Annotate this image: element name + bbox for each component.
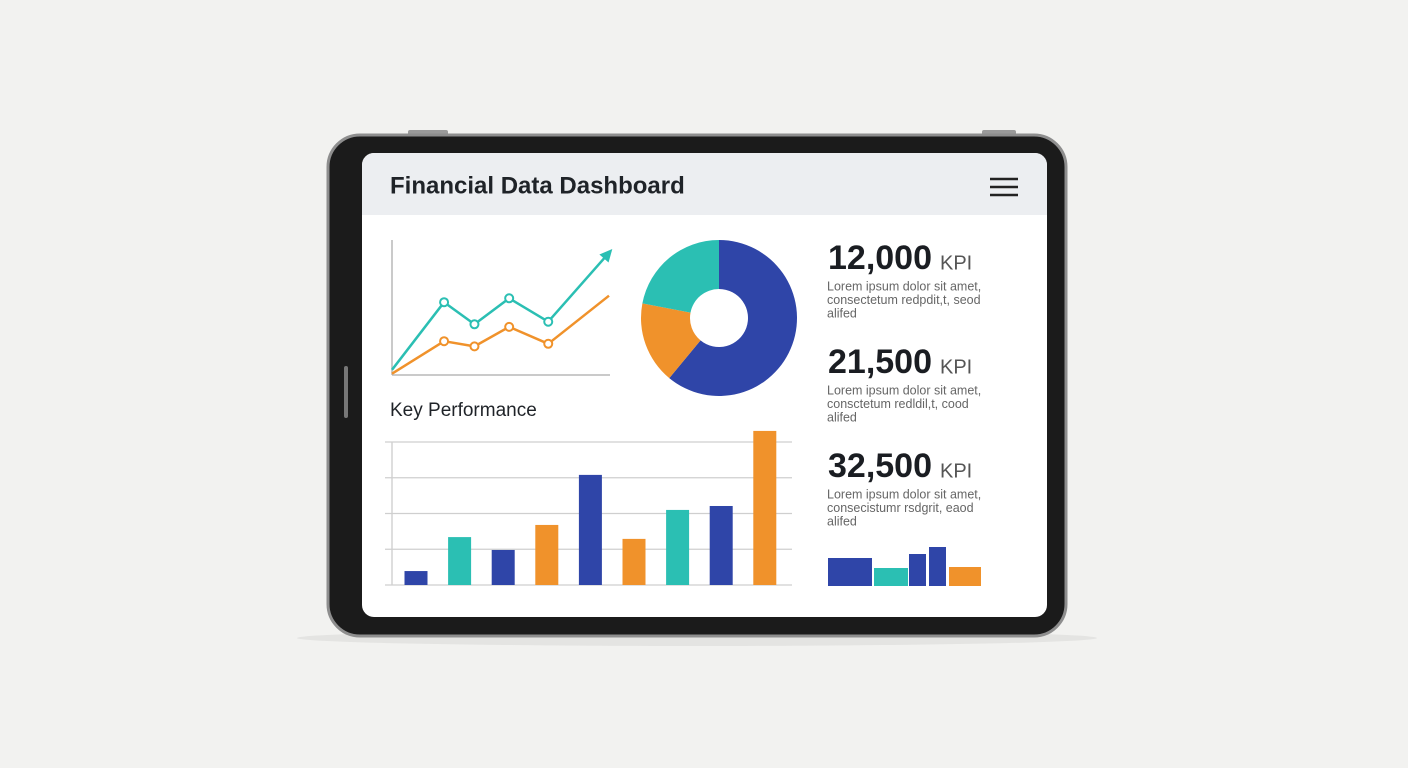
kpi-description: Lorem ipsum dolor sit amet, bbox=[827, 383, 981, 397]
line-point bbox=[543, 338, 554, 349]
kpi-description: Lorem ipsum dolor sit amet, bbox=[827, 487, 981, 501]
line-series bbox=[391, 294, 610, 375]
donut-slice bbox=[669, 240, 798, 396]
line-point bbox=[504, 321, 515, 332]
line-point bbox=[439, 297, 450, 308]
kpi-description: consecistumr rsdgrit, eaod bbox=[827, 501, 974, 515]
kpi-unit: KPI bbox=[940, 356, 972, 378]
bar bbox=[535, 524, 559, 585]
kpi-description: alifed bbox=[827, 514, 857, 528]
line-point bbox=[469, 319, 480, 330]
trend-arrow bbox=[599, 249, 613, 263]
bar bbox=[709, 505, 733, 585]
tablet-side-button bbox=[344, 366, 348, 418]
line-series bbox=[391, 251, 610, 371]
kpi-description: alifed bbox=[827, 410, 857, 424]
bar bbox=[491, 549, 515, 585]
line-point bbox=[439, 336, 450, 347]
kpi-value: 12,000 bbox=[828, 239, 932, 277]
bar bbox=[578, 474, 602, 585]
header-bar bbox=[362, 153, 1047, 215]
bar bbox=[404, 571, 428, 585]
bar bbox=[666, 509, 690, 585]
kpi-description: consctetum redldil,t, cood bbox=[827, 397, 969, 411]
bar bbox=[622, 538, 646, 585]
bar bbox=[448, 537, 472, 585]
bar-chart-title: Key Performance bbox=[390, 400, 537, 421]
mini-bar bbox=[828, 558, 872, 586]
bar bbox=[753, 430, 777, 585]
kpi-description: Lorem ipsum dolor sit amet, bbox=[827, 279, 981, 293]
mini-bar bbox=[929, 547, 946, 586]
line-point bbox=[469, 341, 480, 352]
kpi-unit: KPI bbox=[940, 460, 972, 482]
kpi-description: consectetum redpdit,t, seod bbox=[827, 293, 981, 307]
mini-bar bbox=[949, 567, 981, 586]
kpi-value: 21,500 bbox=[828, 343, 932, 381]
mini-bar bbox=[874, 568, 908, 586]
mini-bar bbox=[909, 554, 926, 586]
kpi-value: 32,500 bbox=[828, 447, 932, 485]
dashboard-title: Financial Data Dashboard bbox=[390, 172, 685, 199]
line-point bbox=[504, 293, 515, 304]
kpi-description: alifed bbox=[827, 306, 857, 320]
donut-slice bbox=[642, 240, 719, 313]
donut-slice bbox=[641, 303, 701, 379]
kpi-unit: KPI bbox=[940, 252, 972, 274]
line-point bbox=[543, 316, 554, 327]
menu-button[interactable] bbox=[990, 177, 1018, 197]
